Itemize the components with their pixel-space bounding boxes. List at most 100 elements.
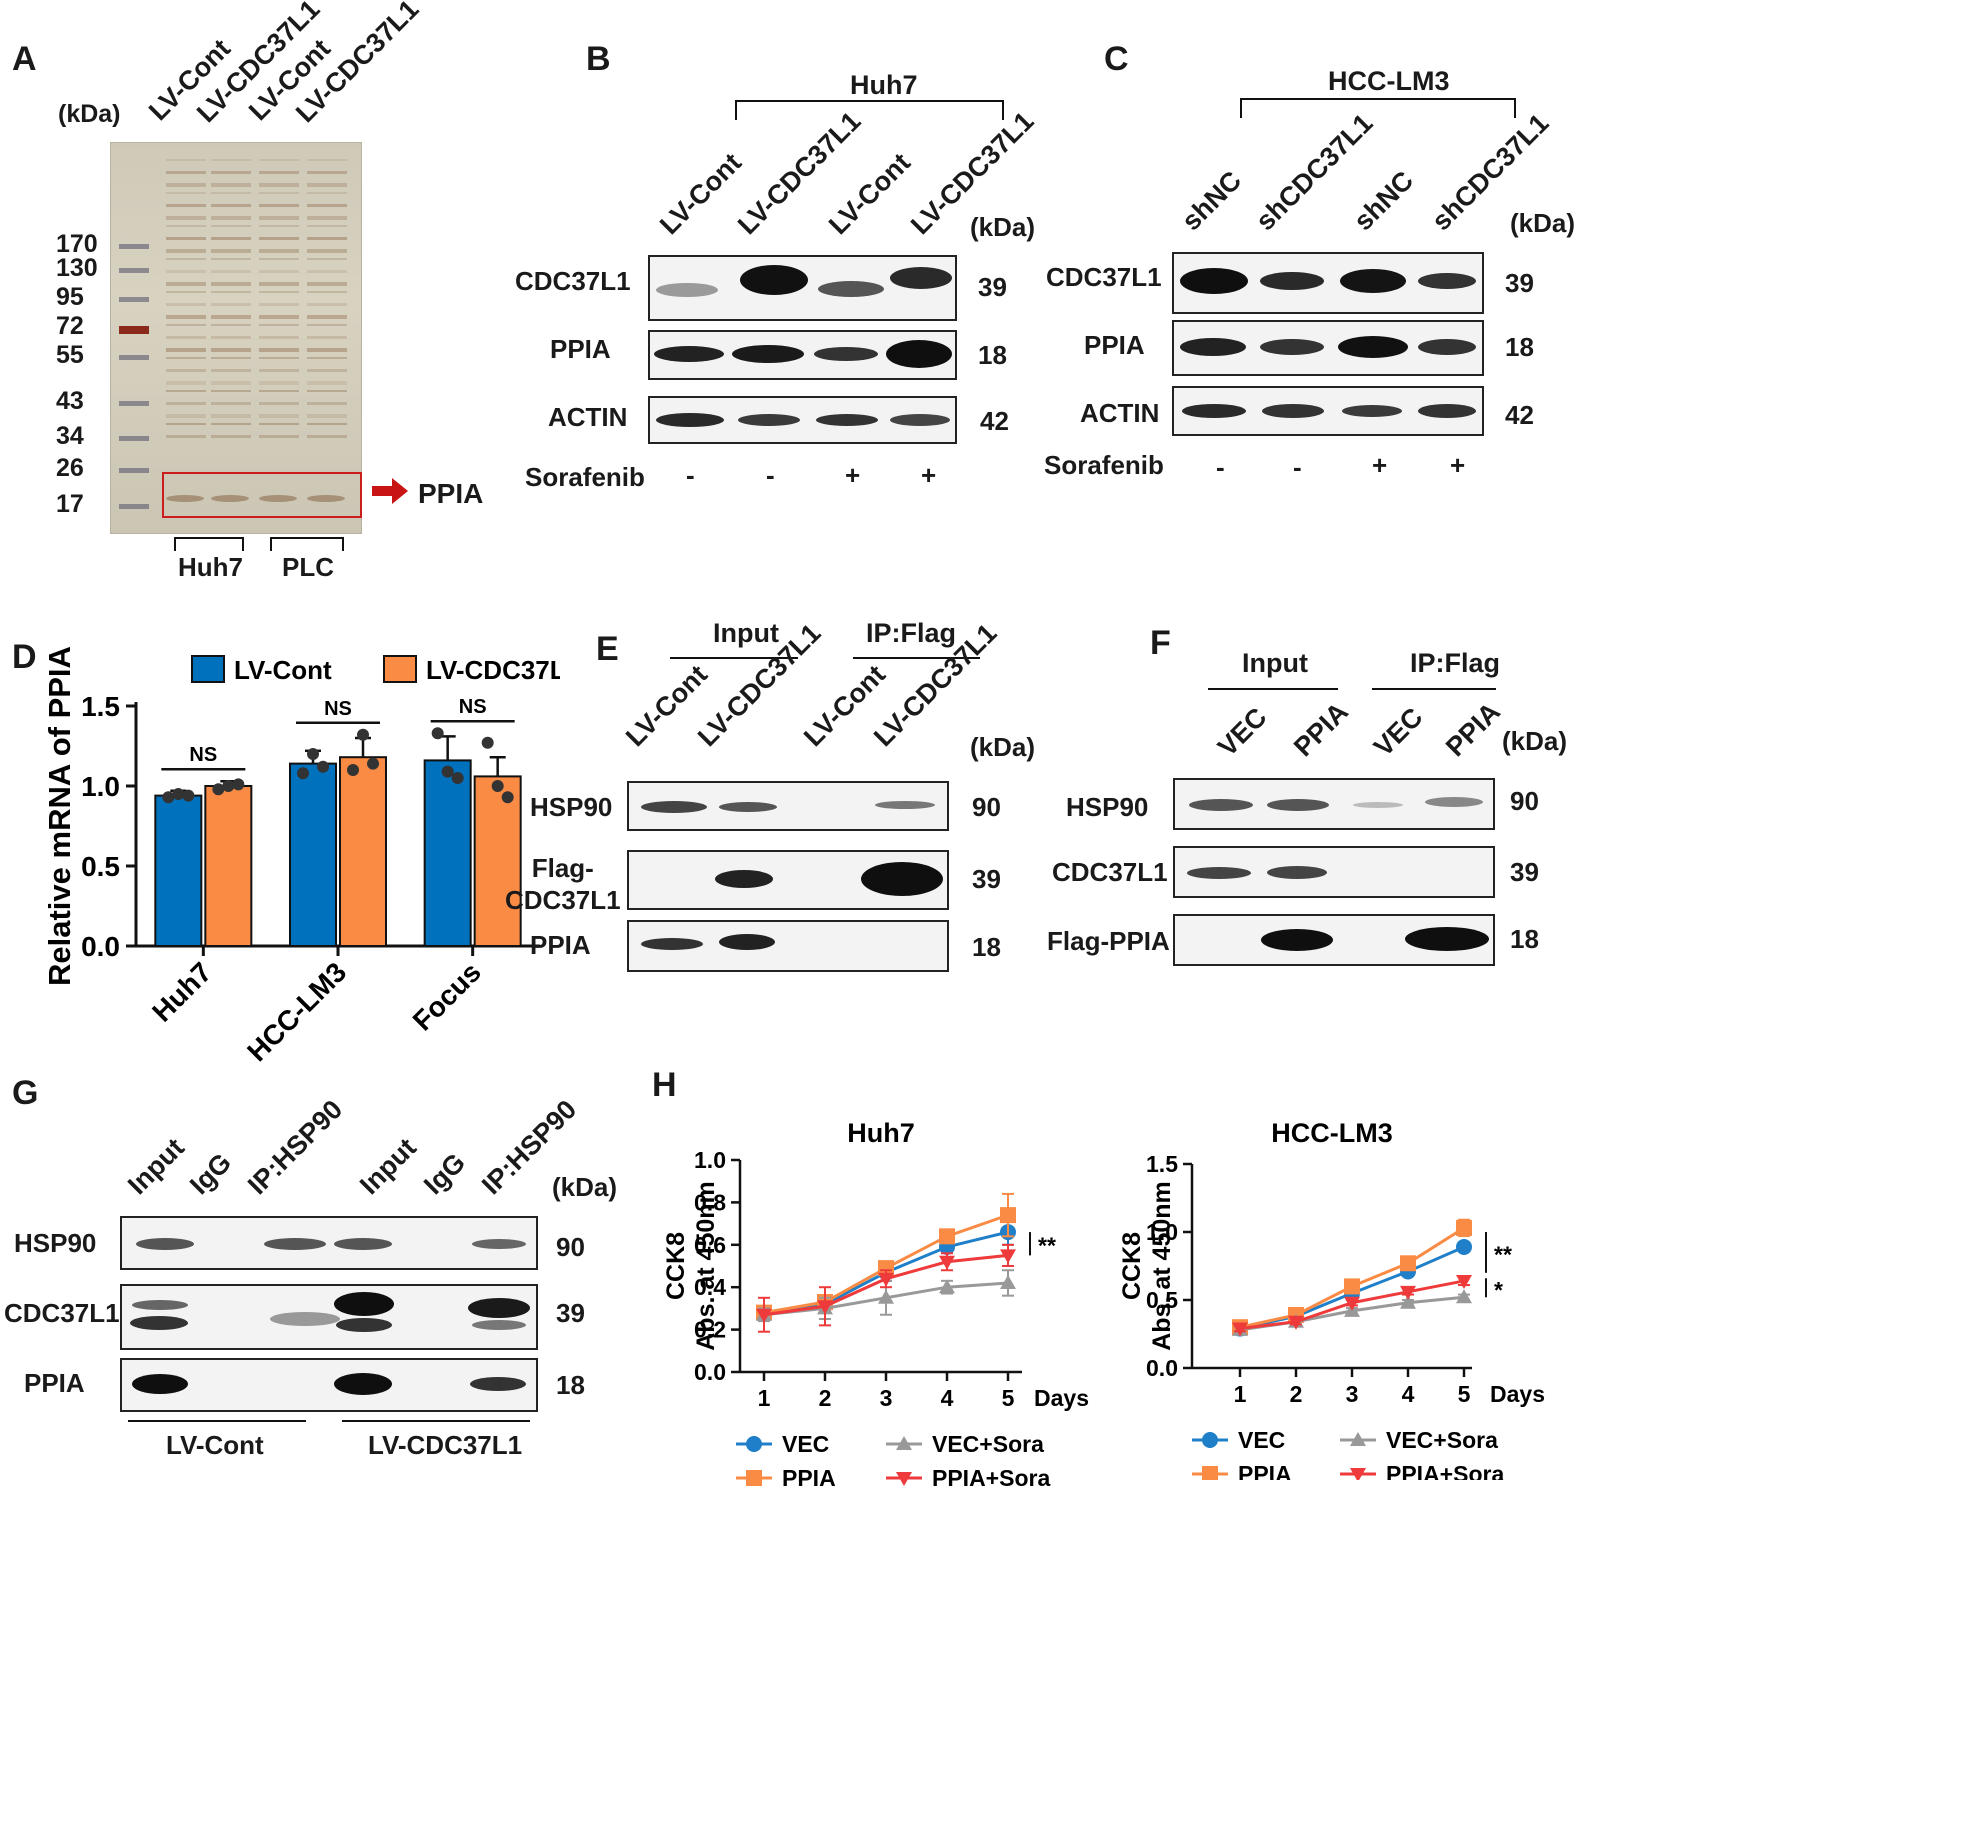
gel-band	[211, 495, 249, 502]
data-point	[182, 789, 195, 802]
protein-label: PPIA	[24, 1368, 85, 1398]
gel-band	[166, 258, 206, 260]
protein-label: PPIA	[550, 334, 611, 364]
gel-band	[166, 282, 206, 286]
x-tick-label: Huh7	[146, 956, 217, 1027]
ppia-highlight-box	[162, 472, 362, 518]
group-label-plc: PLC	[282, 552, 334, 582]
data-point	[317, 760, 329, 773]
marker-band	[119, 436, 149, 441]
gel-band	[259, 183, 299, 187]
gel-band	[307, 303, 347, 306]
kda-value: 39	[972, 864, 1001, 894]
data-point	[431, 727, 444, 740]
data-point	[1350, 1468, 1366, 1480]
gel-band	[166, 204, 206, 207]
gel-band	[307, 237, 347, 240]
gel-band	[211, 204, 251, 207]
group-label-huh7: Huh7	[178, 552, 243, 582]
lane-label: LV-Cont	[823, 147, 917, 241]
kda-value: 39	[556, 1298, 585, 1328]
gel-band	[259, 414, 299, 418]
lane-label: VEC	[1212, 701, 1273, 763]
x-tick-label: 5	[1458, 1381, 1471, 1407]
data-point	[878, 1260, 894, 1277]
data-point	[1400, 1255, 1416, 1272]
legend-swatch	[383, 655, 417, 683]
gel-band	[166, 381, 206, 385]
blot-strip	[627, 781, 949, 831]
x-tick-label: 4	[1402, 1381, 1415, 1407]
x-tick-label: 3	[880, 1385, 893, 1411]
gel-band	[211, 390, 251, 392]
bar	[423, 759, 472, 947]
gel-band	[211, 258, 251, 260]
y-tick-label: 0.6	[694, 1232, 726, 1258]
group-label-ip: IP:Flag	[866, 618, 957, 648]
gel-band	[211, 423, 251, 425]
gel-band	[211, 357, 251, 359]
protein-label: ACTIN	[1080, 398, 1160, 428]
protein-label: Flag- CDC37L1	[505, 853, 621, 915]
chart-title: Huh7	[847, 1118, 915, 1148]
lane-label: IgG	[418, 1147, 472, 1201]
gel-band	[259, 390, 299, 392]
kda-value: 18	[1510, 924, 1539, 954]
group-label-lv-cont: LV-Cont	[166, 1430, 264, 1460]
lane-label: LV-Cont	[654, 147, 748, 241]
data-point	[1400, 1294, 1416, 1309]
kda-value: 18	[556, 1370, 585, 1400]
gel-band	[166, 237, 206, 240]
marker-label: 34	[56, 422, 84, 450]
data-point	[501, 791, 514, 804]
y-tick-label: 1.0	[81, 771, 120, 802]
blot-strip	[120, 1284, 538, 1350]
x-tick-label: 4	[941, 1385, 954, 1411]
gel-band	[259, 258, 299, 260]
marker-band	[119, 355, 149, 360]
gel-band	[211, 369, 251, 372]
gel-band	[166, 357, 206, 359]
marker-band	[119, 468, 149, 473]
data-point	[491, 780, 504, 792]
data-point	[232, 778, 245, 791]
gel-band	[166, 348, 206, 352]
line-chart-hcc-lm3: HCC-LM3 0.0 0.5 1.0 1.5 CCK8Abs. at 450nm 1 2 3 4…	[1118, 1118, 1545, 1480]
gel-band	[259, 237, 299, 240]
kda-value: 42	[1505, 400, 1534, 430]
group-underline	[670, 657, 798, 659]
data-point	[746, 1470, 762, 1486]
gel-band	[211, 324, 251, 326]
gel-band	[166, 291, 206, 293]
gel-band	[307, 258, 347, 260]
protein-label: PPIA	[530, 930, 591, 960]
protein-label: HSP90	[530, 792, 613, 822]
group-bracket	[174, 537, 244, 551]
gel-band	[307, 216, 347, 220]
x-tick-label: 1	[758, 1385, 771, 1411]
treatment-sign: -	[686, 460, 695, 490]
gel-band	[307, 348, 347, 352]
marker-band	[119, 401, 149, 406]
gel-band	[259, 216, 299, 220]
marker-band	[119, 326, 149, 334]
gel-band	[307, 171, 347, 174]
significance-label: NS	[459, 696, 487, 718]
gel-band	[211, 414, 251, 418]
lane-label: Input	[122, 1132, 190, 1201]
line-chart-huh7: Huh7 0.0 0.2 0.4 0.6 0.8 1.0 CCK8Abs. at 450nm 1…	[662, 1118, 1089, 1490]
kda-value: 18	[1505, 332, 1534, 362]
data-point	[367, 757, 379, 770]
gel-band	[307, 495, 345, 502]
significance-label: **	[1494, 1241, 1512, 1267]
treatment-sign: +	[1450, 450, 1466, 480]
bar	[204, 785, 253, 947]
data-point	[1350, 1432, 1366, 1446]
gel-band	[307, 192, 347, 194]
kda-value: 39	[1505, 268, 1534, 298]
gel-band	[211, 336, 251, 339]
blot-strip	[627, 850, 949, 910]
gel-band	[259, 402, 299, 405]
data-point	[357, 728, 369, 741]
kda-value: 39	[978, 272, 1007, 302]
